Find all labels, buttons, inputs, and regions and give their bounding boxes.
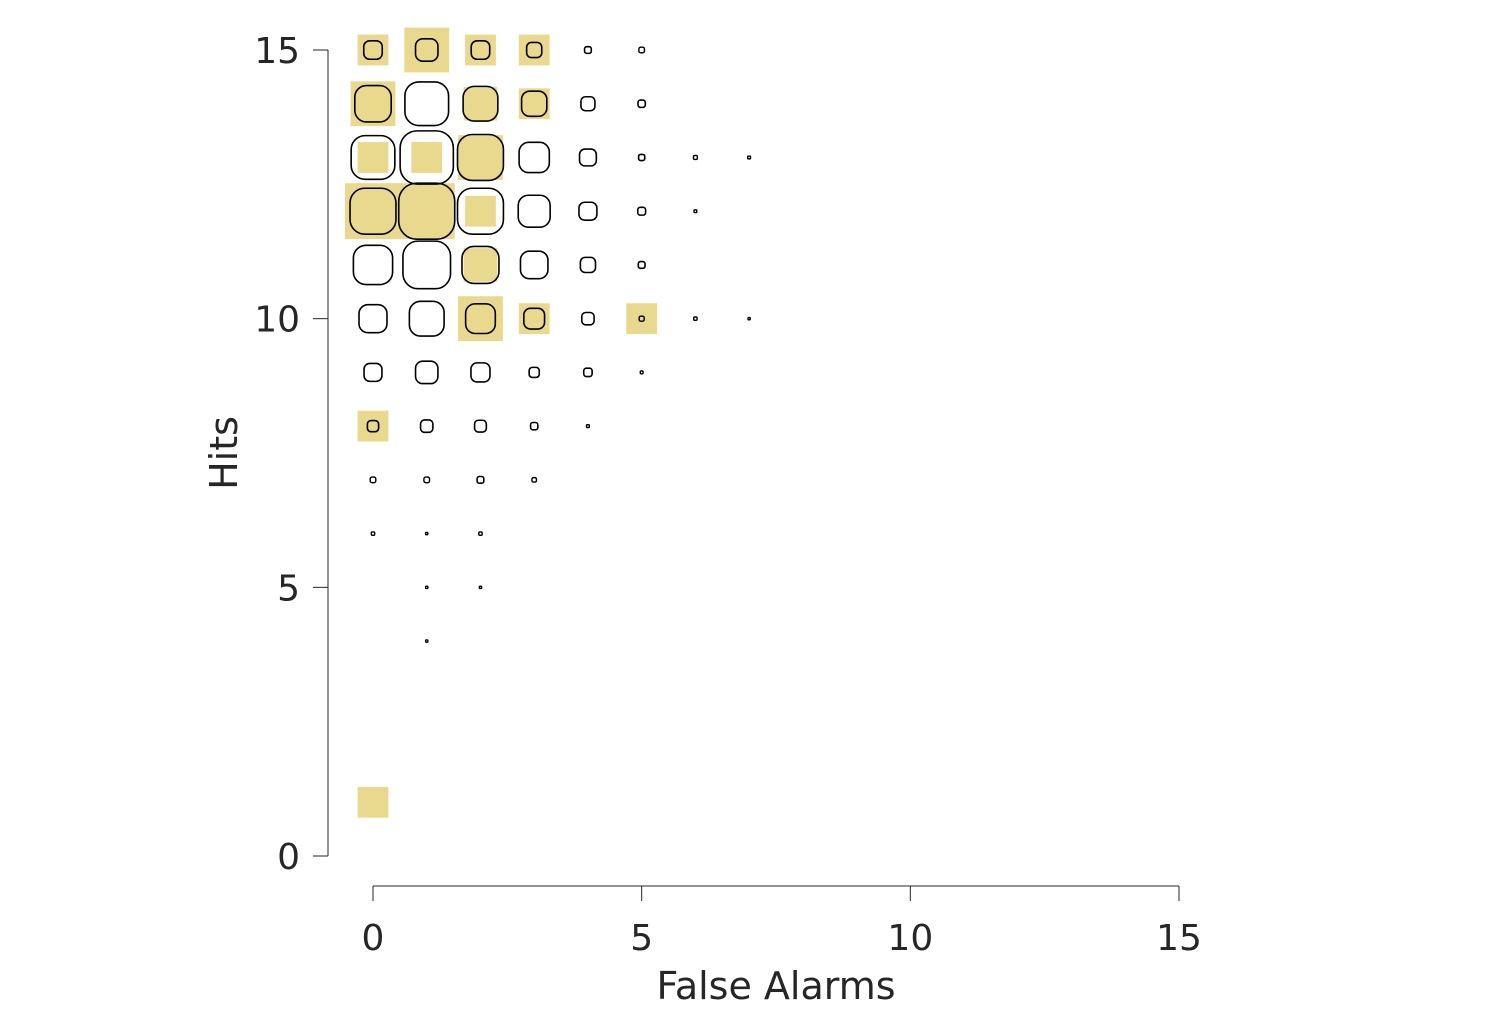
outline-marker	[478, 585, 483, 590]
outline-marker	[478, 531, 483, 536]
outline-marker	[353, 84, 392, 123]
square-marker	[463, 86, 498, 121]
outline-marker	[470, 39, 491, 61]
outline-marker	[408, 300, 445, 337]
outline-marker	[456, 133, 505, 182]
outline-marker	[637, 153, 646, 162]
outline-marker	[578, 148, 598, 167]
x-axis-title: False Alarms	[656, 964, 895, 1008]
outline-marker	[424, 585, 429, 590]
outline-marker	[419, 419, 434, 434]
outline-marker	[580, 311, 595, 326]
square-marker	[350, 81, 396, 127]
outline-marker	[461, 245, 500, 285]
plot-area	[345, 27, 752, 818]
outline-marker	[397, 182, 456, 241]
outline-marker	[692, 154, 699, 161]
outline-marker	[520, 90, 548, 118]
square-marker	[404, 27, 450, 73]
outline-marker	[358, 303, 388, 334]
outline-marker	[585, 424, 591, 429]
outline-marker	[529, 421, 539, 431]
outline-marker	[399, 130, 455, 185]
outline-marker	[578, 201, 598, 221]
outline-marker	[366, 419, 380, 433]
x-tick-label: 0	[362, 918, 385, 959]
outline-marker	[404, 81, 450, 127]
outline-marker	[580, 95, 596, 112]
outline-marker	[424, 639, 429, 643]
square-marker	[458, 135, 503, 180]
outline-marker	[583, 45, 593, 55]
outline-marker	[636, 206, 647, 216]
outline-marker	[349, 187, 397, 235]
outline-marker	[693, 209, 698, 214]
outline-marker	[370, 531, 376, 536]
square-marker	[345, 183, 401, 240]
outline-marker	[531, 476, 538, 483]
outline-marker	[456, 187, 505, 235]
y-tick-label: 10	[254, 300, 300, 341]
outline-marker	[582, 367, 593, 378]
y-tick-label: 5	[277, 568, 300, 609]
outline-marker	[517, 194, 551, 228]
square-marker	[411, 142, 443, 173]
outline-marker	[369, 476, 377, 484]
outline-marker	[424, 531, 429, 536]
x-tick-label: 15	[1156, 918, 1202, 959]
square-marker	[458, 296, 503, 342]
outline-marker	[528, 366, 541, 379]
y-axis-title: Hits	[202, 416, 246, 490]
square-marker	[357, 786, 389, 818]
outline-marker	[519, 250, 549, 280]
outline-marker	[423, 476, 431, 484]
square-marker	[465, 195, 496, 227]
outline-marker	[518, 141, 551, 174]
y-tick-label: 0	[277, 837, 300, 878]
outline-marker	[414, 38, 439, 63]
outline-marker	[470, 362, 491, 383]
outline-marker	[525, 41, 543, 59]
outline-marker	[402, 240, 452, 290]
x-tick-label: 10	[887, 918, 933, 959]
y-tick-label: 15	[254, 31, 300, 72]
outline-marker	[693, 316, 698, 322]
outline-marker	[579, 256, 597, 274]
outline-marker	[476, 475, 485, 485]
outline-marker	[362, 39, 384, 61]
square-marker	[398, 183, 455, 240]
x-tick-label: 5	[630, 918, 653, 959]
outline-marker	[637, 99, 647, 109]
square-marker	[357, 142, 389, 173]
outline-marker	[639, 370, 644, 375]
outline-marker	[462, 85, 499, 122]
outline-marker	[747, 155, 752, 160]
square-marker	[626, 303, 658, 335]
outline-marker	[352, 244, 394, 286]
outline-marker	[638, 46, 646, 54]
outline-marker	[473, 419, 488, 433]
outline-marker	[637, 260, 646, 270]
square-marker	[518, 34, 550, 66]
square-marker	[357, 34, 389, 66]
axes: 0 5 10 15 0 5 10 15	[254, 31, 1202, 959]
square-marker	[463, 248, 498, 282]
square-marker	[465, 34, 496, 66]
outline-marker	[638, 315, 645, 322]
outline-marker	[747, 316, 751, 321]
outline-marker	[523, 307, 546, 330]
outline-marker	[414, 360, 439, 385]
outline-marker	[350, 134, 396, 181]
outline-marker	[464, 303, 497, 335]
square-marker	[357, 410, 389, 442]
outline-marker	[363, 362, 383, 383]
